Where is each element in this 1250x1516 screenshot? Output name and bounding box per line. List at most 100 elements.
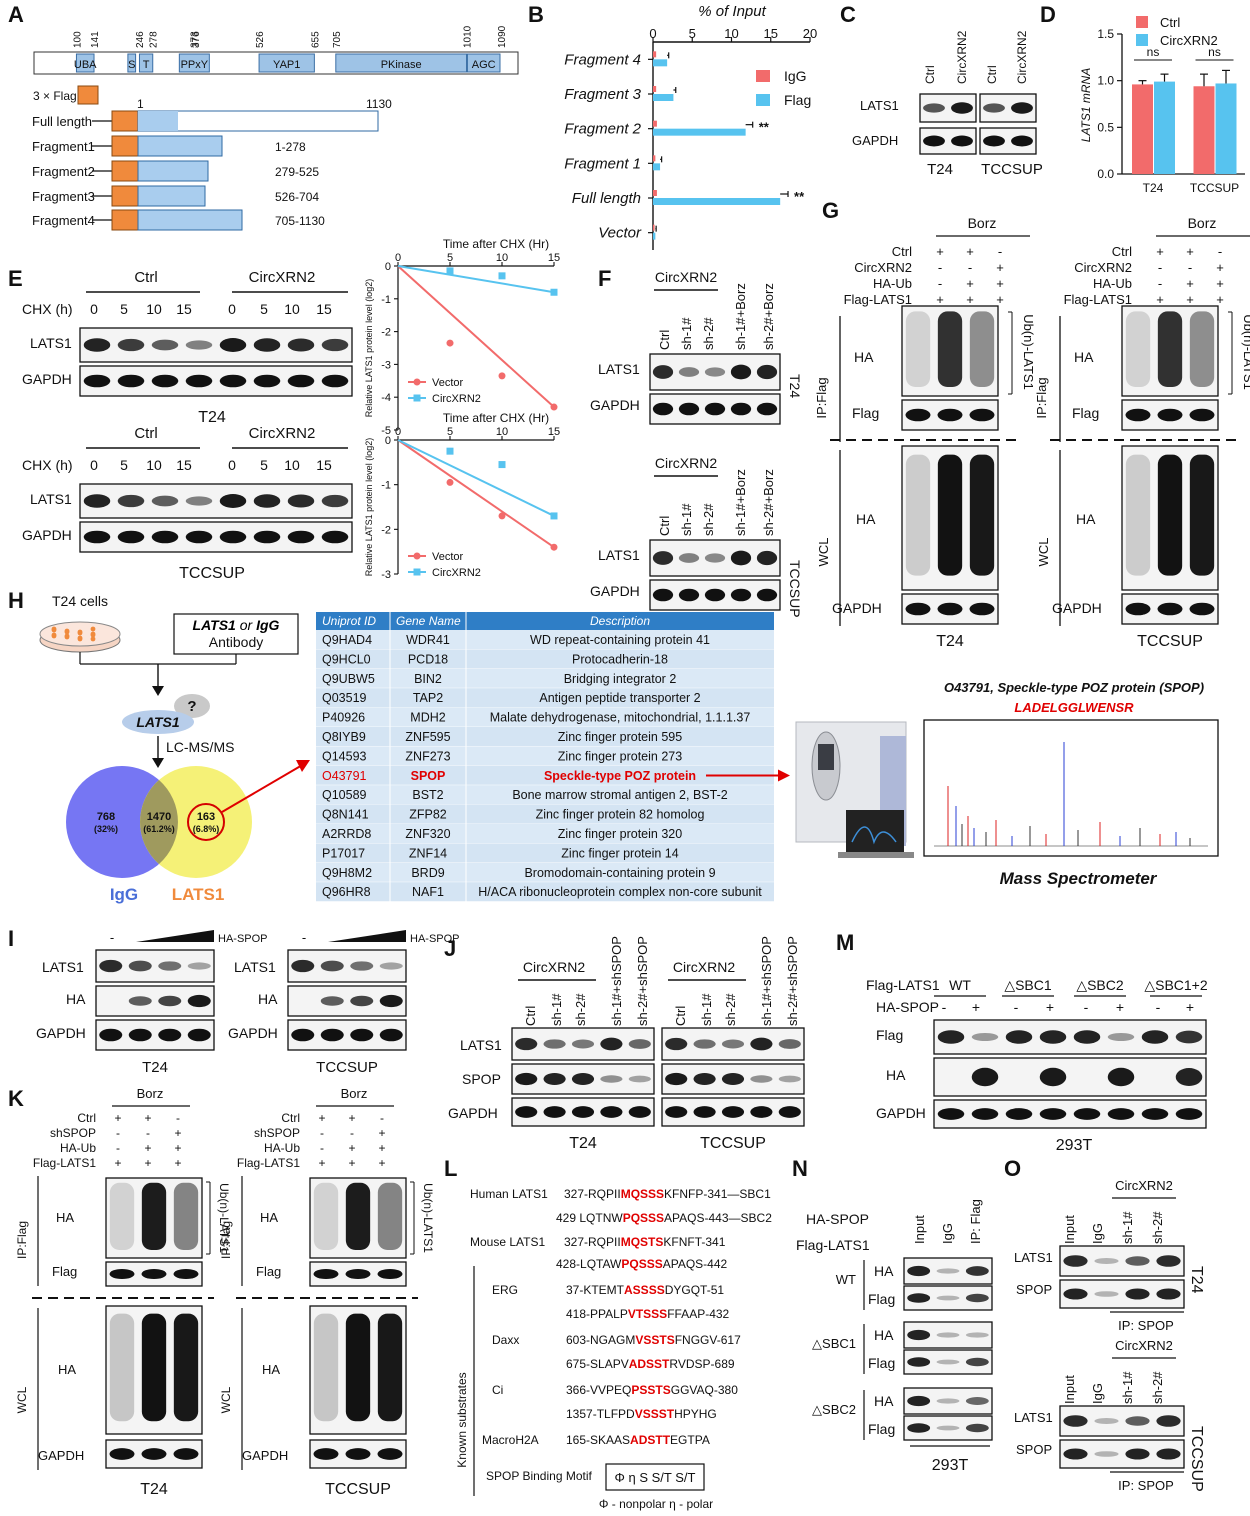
substrate-name: MacroH2A bbox=[482, 1433, 539, 1447]
panel-l: L Human LATS1 Mouse LATS1 Known substrates 3… bbox=[444, 1156, 772, 1511]
blot-band bbox=[936, 1332, 960, 1338]
table-row-bg bbox=[316, 765, 774, 786]
lane-label: sh-1#+Borz bbox=[733, 469, 748, 536]
condition-sign: + bbox=[174, 1126, 181, 1140]
data-point bbox=[550, 403, 558, 411]
condition-label: CircXRN2 bbox=[854, 260, 912, 275]
blot-band bbox=[379, 1028, 403, 1042]
legend-label: Ctrl bbox=[1160, 15, 1180, 30]
row-label: HA bbox=[262, 1362, 280, 1377]
borz-label: Borz bbox=[137, 1086, 164, 1101]
table-cell-desc: Antigen peptide transporter 2 bbox=[539, 691, 700, 705]
condition-sign: - bbox=[1014, 999, 1019, 1015]
condition-sign: - bbox=[938, 276, 942, 291]
cell-label: TCCSUP bbox=[325, 1481, 391, 1498]
panel-label-m: M bbox=[836, 930, 854, 955]
panel-label-k: K bbox=[8, 1086, 24, 1111]
lane-label: IgG bbox=[940, 1223, 955, 1244]
ha-spop-label: HA-SPOP bbox=[876, 999, 939, 1015]
red-arrow-head bbox=[778, 769, 790, 782]
data-point bbox=[550, 288, 558, 296]
panel-b-chart: B % of Input 0 5 10 15 20 Fragment 4 Fragment 3 F… bbox=[528, 2, 817, 250]
ha-spop-label: HA-SPOP bbox=[218, 933, 268, 945]
borz-label: Borz bbox=[341, 1086, 368, 1101]
table-cell-desc: Zinc finger protein 14 bbox=[561, 846, 678, 860]
blot-band bbox=[1175, 1108, 1203, 1120]
table-cell-desc: Bromodomain-containing protein 9 bbox=[524, 866, 715, 880]
ub-label: Ub(n)-LATS1 bbox=[1241, 314, 1250, 390]
blot-band bbox=[1175, 1068, 1203, 1086]
row-label: GAPDH bbox=[242, 1448, 288, 1463]
sequence-line: 428-LQTAWPQSSSAPAQS-442 bbox=[556, 1257, 728, 1271]
construct-name: Fragment1 bbox=[32, 139, 95, 154]
blot-band bbox=[219, 338, 247, 352]
condition-sign: - bbox=[116, 1141, 120, 1155]
blot-band bbox=[320, 960, 344, 972]
category-label: Vector bbox=[598, 225, 642, 242]
blot-band bbox=[543, 1106, 566, 1118]
row-label: HA bbox=[260, 1210, 278, 1225]
pkinase-domain bbox=[335, 53, 468, 73]
table-cell-gene: WDR41 bbox=[406, 633, 450, 647]
cell-label: TCCSUP bbox=[981, 161, 1043, 178]
condition-sign: + bbox=[996, 292, 1004, 307]
bar-igg bbox=[653, 120, 657, 127]
ip-label: IP:Flag bbox=[15, 1221, 29, 1259]
condition-sign: + bbox=[1216, 276, 1224, 291]
lane-label: Ctrl bbox=[657, 516, 672, 536]
smear-lane bbox=[905, 454, 931, 576]
significance-label: ** bbox=[794, 189, 805, 204]
table-row-bg bbox=[316, 804, 774, 824]
table-header: Uniprot ID bbox=[322, 614, 376, 628]
s-domain bbox=[127, 53, 137, 73]
blot-band bbox=[1039, 1030, 1067, 1044]
condition-label: HA-Ub bbox=[1093, 276, 1132, 291]
row-label: LATS1 bbox=[1014, 1250, 1053, 1265]
group-label: CircXRN2 bbox=[1115, 1178, 1173, 1193]
sequence-part: 429 LQTNW bbox=[556, 1211, 623, 1225]
row-label: HA bbox=[66, 991, 86, 1007]
blot-band bbox=[721, 1039, 745, 1049]
data-point bbox=[446, 447, 454, 455]
legend-label: Vector bbox=[432, 551, 464, 563]
cell-label: TCCSUP bbox=[787, 560, 803, 618]
lats1-label: LATS1 bbox=[136, 714, 180, 730]
flag-lats1-label: Flag-LATS1 bbox=[796, 1237, 870, 1253]
flag-tag-box bbox=[77, 85, 99, 105]
blot-band bbox=[923, 103, 945, 113]
cell-dot bbox=[64, 634, 70, 640]
blot-band bbox=[543, 1073, 566, 1085]
position-label: 655 bbox=[310, 31, 321, 48]
antibody-box bbox=[173, 613, 299, 655]
blot-band bbox=[313, 1448, 339, 1460]
panel-label-i: I bbox=[8, 926, 14, 951]
panel-j: J LATS1 SPOP GAPDH CircXRN2 Ctrl sh-1# sh-2# sh-… bbox=[444, 936, 805, 1152]
panel-label-o: O bbox=[1004, 1156, 1021, 1181]
domain-label: YAP1 bbox=[273, 59, 300, 71]
blot-band bbox=[321, 494, 349, 508]
panel-m: M Flag-LATS1 HA-SPOP WT △SBC1 △SBC2 △SBC1+2 - + -… bbox=[836, 930, 1208, 1154]
ip-label: IP:Flag bbox=[814, 377, 829, 418]
data-point bbox=[498, 461, 506, 469]
sequence-part: PQSSS bbox=[621, 1257, 662, 1271]
y-tick-label: 1.5 bbox=[1097, 27, 1114, 41]
blot-band bbox=[219, 374, 247, 388]
row-label: SPOP bbox=[1016, 1442, 1052, 1457]
blot-band bbox=[187, 1028, 211, 1042]
legend-marker bbox=[413, 394, 421, 402]
cell-label: 293T bbox=[1056, 1137, 1093, 1154]
condition-sign: - bbox=[350, 1126, 354, 1140]
legend-marker bbox=[413, 568, 421, 576]
x-tick-label: 10 bbox=[724, 26, 738, 41]
group-label: CircXRN2 bbox=[655, 269, 717, 285]
category-label: Fragment 4 bbox=[564, 51, 641, 68]
cells-label: T24 cells bbox=[52, 593, 108, 609]
blot-band bbox=[1063, 1288, 1088, 1300]
sequence-line: 327-RQPIIMQSSSKFNFP-341—SBC1 bbox=[564, 1187, 771, 1201]
sequence-part: VSSST bbox=[635, 1407, 675, 1421]
x-tick-label: 5 bbox=[689, 26, 696, 41]
y-tick-label: 0 bbox=[385, 435, 391, 447]
sequence-part: 675-SLAPV bbox=[566, 1357, 629, 1371]
